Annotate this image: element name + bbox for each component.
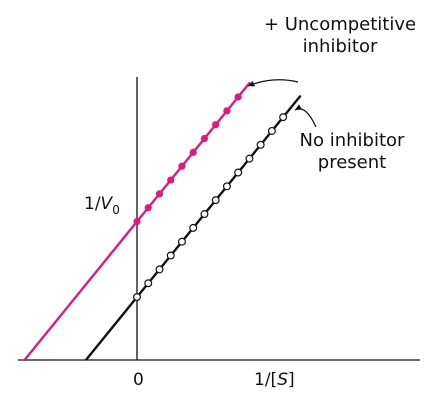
data-point [245, 154, 254, 163]
data-point [144, 204, 152, 212]
data-point [177, 237, 186, 246]
data-point [133, 217, 141, 226]
arrowhead-icon [248, 80, 255, 87]
data-point [155, 190, 164, 198]
data-point [167, 176, 175, 184]
data-point [189, 148, 197, 156]
data-point [144, 279, 153, 288]
series-points [133, 93, 288, 302]
annotation-arrow [247, 79, 299, 87]
annotation-label: + Uncompetitive [264, 14, 416, 35]
data-point [279, 113, 288, 122]
data-point [211, 196, 220, 205]
data-point [223, 107, 231, 115]
arrowhead-icon [295, 104, 302, 110]
annotation-label: No inhibitor [300, 130, 406, 151]
data-point [200, 134, 209, 143]
data-point [189, 223, 198, 232]
data-point [166, 251, 175, 260]
data-point [155, 265, 164, 274]
data-point [222, 182, 231, 191]
annotation-arrow [294, 108, 317, 128]
data-point [256, 140, 265, 149]
y-axis-label: 1/V0 [84, 194, 120, 217]
annotation-label: inhibitor [303, 36, 378, 57]
annotation-label: present [318, 152, 386, 173]
data-point [234, 93, 242, 101]
data-point [178, 162, 186, 170]
data-point [200, 210, 209, 219]
series-lines [23, 81, 302, 362]
data-point [212, 121, 220, 129]
data-point [234, 168, 243, 177]
data-point [267, 126, 276, 135]
x-tick-label: 0 [133, 370, 144, 390]
x-axis-label: 1/[S] [254, 370, 295, 390]
data-point [133, 293, 142, 302]
